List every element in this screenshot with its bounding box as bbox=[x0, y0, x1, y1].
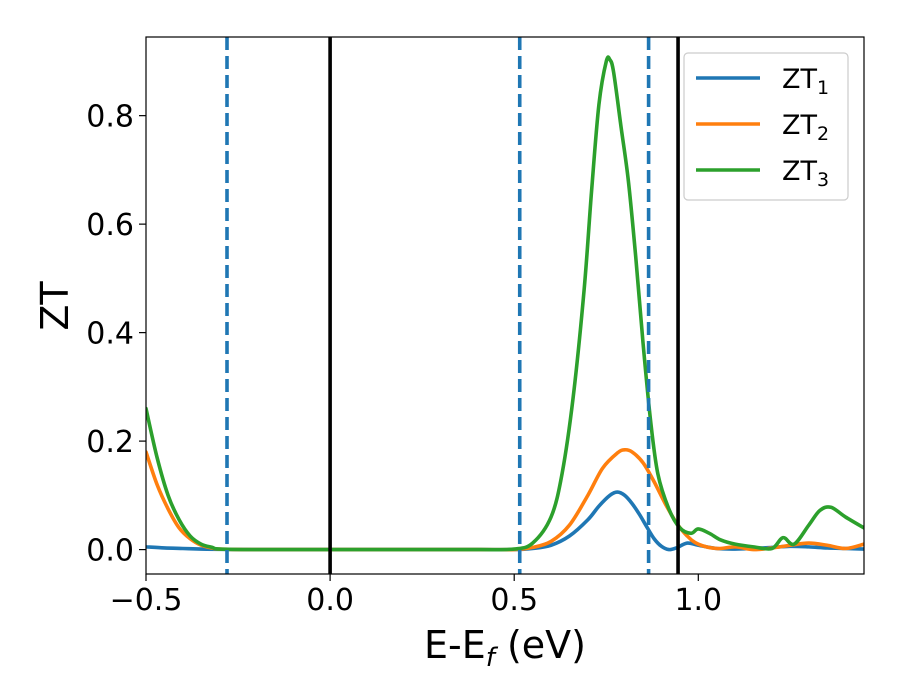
x-axis-title-main: E-E bbox=[424, 623, 486, 667]
reference-lines bbox=[225, 37, 680, 574]
y-tick-label: 0.2 bbox=[86, 425, 134, 460]
plot-area-frame bbox=[145, 36, 865, 575]
y-tick-label: 0.0 bbox=[86, 534, 134, 569]
legend-items: ZT1 ZT2 ZT3 bbox=[696, 64, 829, 191]
y-axis: 0.0 0.2 0.4 0.6 0.8 bbox=[86, 100, 146, 569]
series-line-zt3 bbox=[146, 55, 864, 552]
x-axis: −0.5 0.0 0.5 1.0 bbox=[110, 574, 722, 618]
series-layer bbox=[146, 55, 864, 552]
x-tick-label: 0.0 bbox=[306, 583, 354, 618]
x-tick-label: 1.0 bbox=[674, 583, 722, 618]
x-axis-title-unit: (eV) bbox=[495, 623, 586, 667]
legend-label-zt3: ZT3 bbox=[782, 156, 829, 191]
legend-box bbox=[683, 52, 849, 201]
x-tick-label: −0.5 bbox=[110, 583, 183, 618]
y-tick-label: 0.4 bbox=[86, 317, 134, 352]
y-tick-label: 0.8 bbox=[86, 100, 134, 135]
legend-label-zt2: ZT2 bbox=[782, 110, 829, 145]
y-tick-label: 0.6 bbox=[86, 208, 134, 243]
legend-label-zt1: ZT1 bbox=[782, 64, 829, 99]
legend: ZT1 ZT2 ZT3 bbox=[683, 52, 849, 201]
y-axis-title: ZT bbox=[33, 281, 77, 331]
x-axis-title: E-Ef (eV) bbox=[424, 623, 586, 673]
x-tick-label: 0.5 bbox=[490, 583, 538, 618]
